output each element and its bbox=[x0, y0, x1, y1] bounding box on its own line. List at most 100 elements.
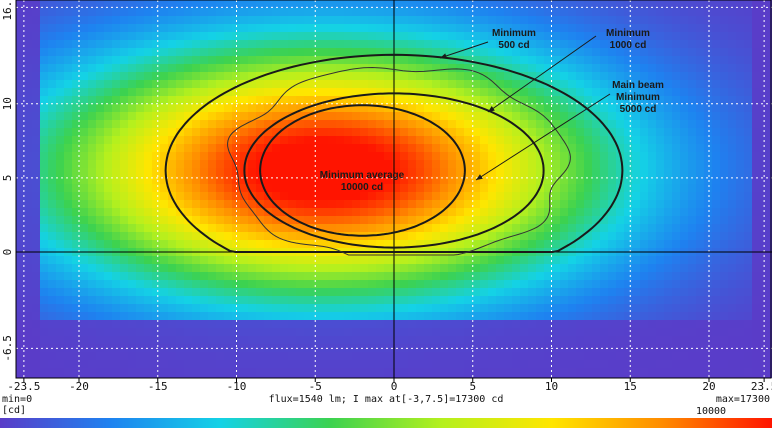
heatmap-cell bbox=[16, 264, 24, 272]
heatmap-cell bbox=[744, 120, 752, 128]
heatmap-cell bbox=[344, 288, 352, 296]
heatmap-cell bbox=[176, 232, 184, 240]
heatmap-cell bbox=[168, 304, 176, 312]
heatmap-cell bbox=[160, 328, 168, 336]
heatmap-cell bbox=[640, 216, 648, 224]
heatmap-cell bbox=[400, 24, 408, 32]
heatmap-cell bbox=[504, 280, 512, 288]
heatmap-cell bbox=[280, 288, 288, 296]
heatmap-cell bbox=[488, 272, 496, 280]
heatmap-cell bbox=[24, 200, 32, 208]
heatmap-cell bbox=[712, 112, 720, 120]
heatmap-cell bbox=[752, 328, 760, 336]
heatmap-cell bbox=[40, 184, 48, 192]
heatmap-cell bbox=[192, 312, 200, 320]
heatmap-cell bbox=[64, 200, 72, 208]
heatmap-cell bbox=[56, 304, 64, 312]
heatmap-cell bbox=[640, 184, 648, 192]
heatmap-cell bbox=[448, 8, 456, 16]
heatmap-cell bbox=[480, 32, 488, 40]
heatmap-cell bbox=[712, 312, 720, 320]
heatmap-cell bbox=[40, 208, 48, 216]
heatmap-cell bbox=[584, 112, 592, 120]
heatmap-cell bbox=[464, 216, 472, 224]
heatmap-cell bbox=[768, 264, 772, 272]
heatmap-cell bbox=[752, 144, 760, 152]
heatmap-cell bbox=[344, 336, 352, 344]
heatmap-cell bbox=[136, 168, 144, 176]
heatmap-cell bbox=[600, 216, 608, 224]
heatmap-cell bbox=[568, 24, 576, 32]
heatmap-cell bbox=[16, 80, 24, 88]
heatmap-cell bbox=[272, 280, 280, 288]
heatmap-cell bbox=[400, 56, 408, 64]
heatmap-cell bbox=[360, 160, 368, 168]
heatmap-cell bbox=[240, 256, 248, 264]
heatmap-cell bbox=[64, 56, 72, 64]
heatmap-cell bbox=[72, 328, 80, 336]
heatmap-cell bbox=[272, 8, 280, 16]
heatmap-cell bbox=[320, 264, 328, 272]
heatmap-cell bbox=[608, 8, 616, 16]
heatmap-cell bbox=[344, 72, 352, 80]
heatmap-cell bbox=[744, 96, 752, 104]
heatmap-cell bbox=[216, 272, 224, 280]
heatmap-cell bbox=[312, 16, 320, 24]
heatmap-cell bbox=[560, 264, 568, 272]
heatmap-cell bbox=[352, 280, 360, 288]
heatmap-cell bbox=[584, 152, 592, 160]
heatmap-cell bbox=[288, 96, 296, 104]
heatmap-cell bbox=[520, 216, 528, 224]
heatmap-cell bbox=[280, 24, 288, 32]
heatmap-cell bbox=[736, 352, 744, 360]
heatmap-cell bbox=[688, 224, 696, 232]
heatmap-cell bbox=[288, 48, 296, 56]
heatmap-cell bbox=[456, 312, 464, 320]
heatmap-cell bbox=[152, 200, 160, 208]
heatmap-cell bbox=[16, 168, 24, 176]
heatmap-cell bbox=[184, 168, 192, 176]
heatmap-cell bbox=[464, 80, 472, 88]
heatmap-cell bbox=[120, 72, 128, 80]
heatmap-cell bbox=[320, 16, 328, 24]
heatmap-cell bbox=[424, 120, 432, 128]
heatmap-cell bbox=[16, 224, 24, 232]
heatmap-cell bbox=[712, 296, 720, 304]
heatmap-cell bbox=[744, 56, 752, 64]
heatmap-cell bbox=[552, 80, 560, 88]
heatmap-cell bbox=[40, 288, 48, 296]
heatmap-cell bbox=[104, 96, 112, 104]
heatmap-cell bbox=[464, 224, 472, 232]
heatmap-cell bbox=[608, 288, 616, 296]
heatmap-cell bbox=[528, 240, 536, 248]
heatmap-cell bbox=[544, 272, 552, 280]
heatmap-cell bbox=[424, 168, 432, 176]
heatmap-cell bbox=[648, 336, 656, 344]
heatmap-cell bbox=[144, 368, 152, 376]
heatmap-cell bbox=[712, 272, 720, 280]
heatmap-cell bbox=[256, 176, 264, 184]
heatmap-cell bbox=[408, 272, 416, 280]
heatmap-cell bbox=[168, 160, 176, 168]
heatmap-cell bbox=[648, 360, 656, 368]
heatmap-cell bbox=[16, 360, 24, 368]
heatmap-cell bbox=[312, 328, 320, 336]
heatmap-cell bbox=[456, 72, 464, 80]
heatmap-cell bbox=[720, 352, 728, 360]
heatmap-cell bbox=[424, 48, 432, 56]
heatmap-cell bbox=[744, 352, 752, 360]
heatmap-cell bbox=[88, 80, 96, 88]
heatmap-cell bbox=[616, 304, 624, 312]
heatmap-cell bbox=[440, 168, 448, 176]
heatmap-cell bbox=[296, 16, 304, 24]
heatmap-cell bbox=[688, 312, 696, 320]
heatmap-cell bbox=[288, 160, 296, 168]
heatmap-cell bbox=[376, 0, 384, 8]
heatmap-cell bbox=[608, 96, 616, 104]
heatmap-cell bbox=[464, 352, 472, 360]
heatmap-cell bbox=[472, 288, 480, 296]
heatmap-cell bbox=[744, 8, 752, 16]
heatmap-cell bbox=[128, 8, 136, 16]
heatmap-cell bbox=[736, 0, 744, 8]
heatmap-cell bbox=[400, 128, 408, 136]
